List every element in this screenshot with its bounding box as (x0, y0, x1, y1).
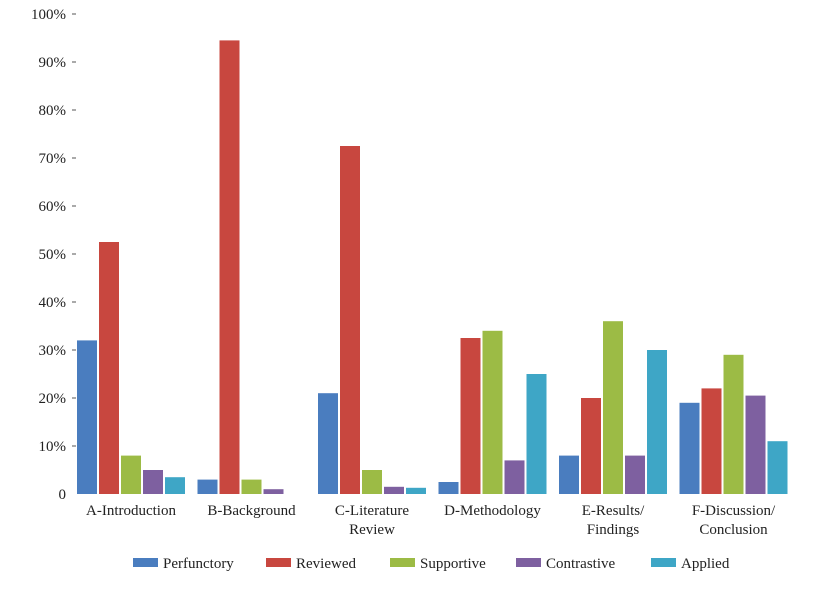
bar-applied-2 (406, 487, 426, 494)
bar-reviewed-3 (460, 338, 481, 494)
bars (77, 40, 788, 495)
category-labels: A-Introduction B-Background C-Literature Re… (86, 503, 776, 538)
bar-contrastive-4 (625, 455, 645, 494)
legend-swatch-contrastive (516, 558, 541, 567)
bar-contrastive-1 (263, 489, 284, 494)
y-tick-label: 60% (39, 199, 67, 215)
bar-reviewed-1 (219, 40, 240, 495)
category-label: Review (349, 522, 395, 538)
y-tick-label: 70% (39, 151, 67, 167)
legend-swatch-perfunctory (133, 558, 158, 567)
y-axis: 0 10% 20% 30% 40% 50% 60% 70% 80% 90% 100% (31, 7, 76, 503)
bar-perfunctory-1 (197, 479, 218, 494)
y-tick-label: 80% (39, 103, 67, 119)
legend: Perfunctory Reviewed Supportive Contrastive… (133, 556, 730, 572)
bar-perfunctory-5 (679, 402, 700, 494)
category-label: C-Literature (335, 503, 409, 519)
legend-swatch-applied (651, 558, 676, 567)
bar-supportive-2 (362, 470, 382, 494)
category-label: B-Background (207, 503, 296, 519)
bar-applied-0 (165, 477, 185, 494)
bar-perfunctory-3 (438, 482, 459, 494)
category-label: D-Methodology (444, 503, 541, 519)
bar-perfunctory-2 (318, 393, 338, 494)
bar-perfunctory-0 (77, 340, 97, 494)
category-label: A-Introduction (86, 503, 176, 519)
y-tick-label: 50% (39, 247, 67, 263)
bar-contrastive-3 (504, 460, 525, 494)
legend-label-supportive: Supportive (420, 556, 486, 572)
bar-perfunctory-4 (559, 455, 579, 494)
bar-supportive-4 (603, 321, 623, 494)
y-tick-label: 0 (59, 487, 67, 503)
legend-swatch-supportive (390, 558, 415, 567)
bar-reviewed-0 (99, 242, 119, 494)
bar-applied-3 (526, 374, 547, 494)
bar-contrastive-2 (384, 486, 404, 494)
y-tick-label: 90% (39, 55, 67, 71)
y-tick-label: 20% (39, 391, 67, 407)
category-label: Findings (587, 522, 640, 538)
bar-supportive-5 (723, 354, 744, 494)
y-tick-label: 30% (39, 343, 67, 359)
legend-label-applied: Applied (681, 556, 730, 572)
bar-applied-4 (647, 350, 667, 494)
bar-contrastive-5 (745, 395, 766, 494)
bar-contrastive-0 (143, 470, 163, 494)
legend-label-perfunctory: Perfunctory (163, 556, 234, 572)
bar-applied-5 (767, 441, 788, 494)
y-tick-label: 40% (39, 295, 67, 311)
y-tick-label: 10% (39, 439, 67, 455)
legend-label-reviewed: Reviewed (296, 556, 356, 572)
bar-supportive-3 (482, 330, 503, 494)
category-label: E-Results/ (582, 503, 645, 519)
bar-supportive-0 (121, 455, 141, 494)
bar-reviewed-2 (340, 146, 360, 494)
category-label: Conclusion (699, 522, 768, 538)
y-tick-label: 100% (31, 7, 66, 23)
bar-reviewed-5 (701, 388, 722, 494)
bar-reviewed-4 (581, 398, 601, 494)
legend-label-contrastive: Contrastive (546, 556, 615, 572)
legend-swatch-reviewed (266, 558, 291, 567)
category-label: F-Discussion/ (692, 503, 776, 519)
bar-supportive-1 (241, 479, 262, 494)
